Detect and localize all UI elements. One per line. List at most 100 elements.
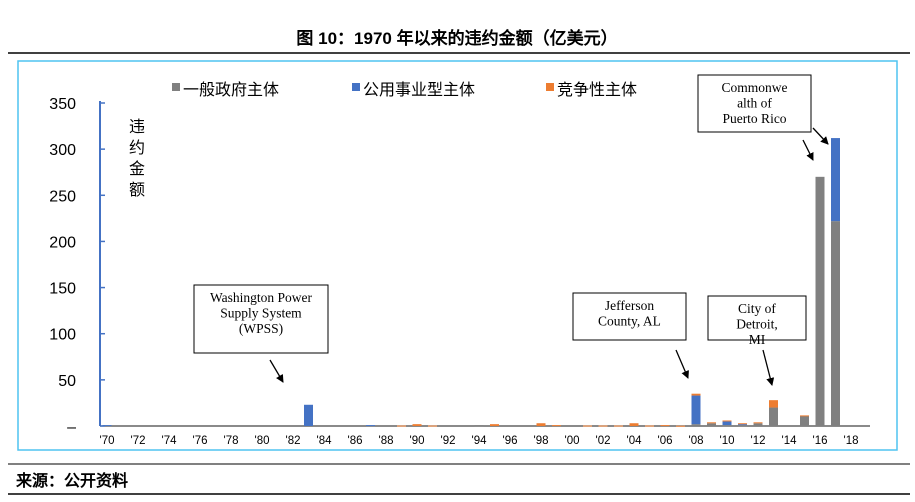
bar-segment: [583, 425, 592, 427]
annotation-arrow: [675, 349, 689, 379]
bar-segment: [707, 422, 716, 424]
x-tick-label: '14: [782, 435, 798, 447]
bar-segment: [691, 424, 701, 426]
legend-swatch: [546, 83, 554, 91]
y-axis-label: 违约金额: [129, 118, 145, 199]
x-tick-label: '10: [720, 435, 735, 447]
bar-segment: [366, 425, 375, 427]
x-tick-label: '08: [689, 435, 704, 447]
x-tick-label: '16: [813, 435, 828, 447]
x-tick-label: '98: [534, 435, 549, 447]
y-tick-label: 50: [58, 373, 76, 390]
bar-segment: [769, 407, 778, 426]
bar-segment: [397, 425, 406, 427]
legend-label: 竞争性主体: [557, 81, 637, 99]
x-tick-label: '70: [100, 435, 115, 447]
annotation-text: County, AL: [598, 314, 661, 329]
annotation-text: Supply System: [220, 306, 302, 321]
annotation-text: Jefferson: [605, 298, 654, 313]
bar-segment: [102, 425, 112, 427]
x-tick-label: '86: [348, 435, 363, 447]
annotation-arrow: [762, 349, 775, 386]
bar-segment: [831, 138, 840, 222]
y-axis-label-char: 金: [129, 160, 145, 178]
y-axis-label-char: 约: [129, 139, 145, 157]
chart-frame: [17, 60, 898, 451]
annotation-text: (WPSS): [239, 321, 283, 336]
bar-segment: [815, 176, 825, 426]
bar-segment: [552, 425, 561, 427]
bar-segment: [738, 424, 747, 426]
legend-label: 公用事业型主体: [363, 81, 475, 99]
bar-segment: [707, 423, 716, 426]
x-tick-label: '92: [441, 435, 456, 447]
bar-segment: [536, 423, 546, 426]
annotation-text: alth of: [737, 96, 772, 111]
x-tick-label: '76: [193, 435, 208, 447]
x-tick-label: '06: [658, 435, 673, 447]
bar-segment: [660, 425, 670, 427]
x-tick-label: '00: [565, 435, 580, 447]
bar-segment: [722, 420, 732, 422]
y-tick-label: 350: [49, 96, 76, 113]
x-tick-label: '78: [224, 435, 239, 447]
bar-segment: [490, 424, 499, 426]
annotation-arrow: [802, 139, 814, 161]
annotation-text: City of: [738, 301, 776, 316]
annotation-text: Commonwe: [722, 80, 788, 95]
source-text: 来源：公开资料: [15, 471, 128, 490]
y-tick-label: 100: [49, 327, 76, 344]
legend-swatch: [172, 83, 180, 91]
annotation-box: [572, 292, 687, 341]
legend-swatch: [352, 83, 360, 91]
bar-segment: [428, 425, 437, 427]
bar-segment: [676, 425, 685, 427]
annotation-text: Puerto Rico: [722, 111, 786, 126]
x-tick-label: '72: [131, 435, 146, 447]
bar-segment: [753, 422, 763, 424]
bar-segment: [722, 425, 732, 427]
bar-segment: [691, 393, 701, 396]
annotation-box: [697, 74, 812, 133]
bar-segment: [691, 395, 701, 425]
x-tick-label: '94: [472, 435, 488, 447]
x-tick-label: '80: [255, 435, 270, 447]
x-tick-label: '96: [503, 435, 518, 447]
bar-segment: [738, 425, 747, 427]
y-tick-label: 150: [49, 281, 76, 298]
annotation-box: [193, 284, 329, 354]
x-tick-label: '04: [627, 435, 643, 447]
y-axis-label-char: 额: [129, 181, 145, 199]
bar-segment: [738, 423, 747, 425]
y-tick-label: 300: [49, 142, 76, 159]
y-tick-label: –: [67, 419, 76, 436]
x-tick-label: '84: [317, 435, 333, 447]
x-tick-label: '02: [596, 435, 611, 447]
bar-segment: [598, 425, 608, 427]
bar-segment: [753, 423, 763, 426]
chart-title: 图 10：1970 年以来的违约金额（亿美元）: [296, 28, 617, 48]
bar-segment: [722, 421, 732, 426]
bar-segment: [412, 424, 422, 426]
annotation-text: MI: [749, 332, 766, 347]
y-axis-label-char: 违: [129, 118, 145, 136]
annotation-text: Detroit,: [736, 317, 778, 332]
x-tick-label: '90: [410, 435, 425, 447]
y-tick-label: 250: [49, 188, 76, 205]
bar-segment: [614, 425, 623, 427]
annotation-text: Washington Power: [210, 290, 313, 305]
x-tick-label: '74: [162, 435, 178, 447]
legend-label: 一般政府主体: [183, 81, 279, 99]
x-tick-label: '12: [751, 435, 766, 447]
bar-segment: [831, 221, 840, 426]
annotation-arrow: [812, 127, 829, 145]
y-tick-label: 200: [49, 234, 76, 251]
x-tick-label: '18: [844, 435, 859, 447]
bar-segment: [474, 425, 484, 427]
